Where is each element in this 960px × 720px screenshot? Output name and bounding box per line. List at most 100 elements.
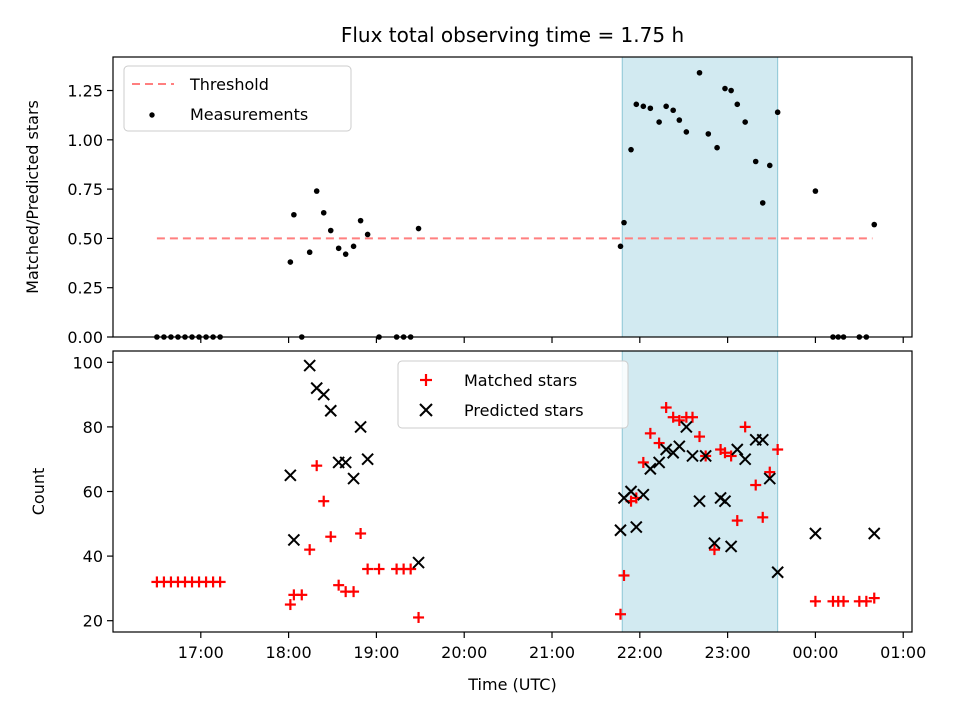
top-panel: 0.00 0.25 0.50 0.75 1.00 1.25 Matched/Predict…	[23, 56, 913, 347]
measurement-point	[647, 105, 654, 112]
matched-point	[686, 411, 698, 423]
matched-point	[673, 414, 685, 426]
bottom-y-tick-label: 20	[83, 612, 103, 631]
bottom-x-tick-label: 19:00	[353, 643, 399, 662]
top-y-tick-label: 0.25	[67, 279, 103, 298]
predicted-point	[412, 556, 425, 569]
measurements-legend-label: Measurements	[190, 105, 308, 124]
measurement-point	[656, 119, 662, 125]
predicted-legend-swatch	[419, 403, 433, 417]
predicted-point	[718, 494, 732, 508]
matched-point	[355, 527, 367, 539]
measurement-point	[722, 85, 728, 92]
measurement-point	[663, 103, 669, 110]
predicted-point	[637, 488, 650, 501]
bottom-legend-box	[397, 360, 629, 429]
matched-point	[719, 447, 731, 459]
matched-legend-swatch	[420, 374, 432, 386]
predicted-point	[673, 440, 686, 453]
predicted-point	[708, 536, 721, 550]
measurement-point	[335, 245, 342, 252]
measurement-point	[350, 243, 357, 250]
predicted-stars-series	[284, 359, 881, 579]
matched-legend-label: Matched stars	[464, 371, 577, 390]
matched-stars-series	[151, 402, 880, 623]
predicted-point	[284, 469, 297, 482]
top-legend: Threshold Measurements	[123, 65, 352, 132]
bottom-x-tick-label: 17:00	[178, 643, 224, 662]
predicted-point	[868, 527, 881, 540]
bottom-y-tick-label: 80	[83, 418, 103, 437]
predicted-point	[317, 388, 330, 401]
matched-point	[325, 531, 337, 543]
matched-point	[373, 563, 385, 575]
matched-point	[731, 515, 743, 527]
measurement-point	[621, 219, 627, 226]
matched-point	[660, 402, 672, 414]
measurement-point	[812, 188, 819, 194]
measurements-legend-swatch	[149, 112, 155, 118]
x-axis-label: Time (UTC)	[467, 675, 556, 694]
matched-point	[214, 576, 226, 588]
top-x-ticks	[200, 337, 904, 343]
measurement-point	[327, 227, 334, 234]
matched-point	[764, 466, 776, 478]
measurement-point	[628, 146, 634, 153]
top-y-tick-label: 0.00	[67, 328, 103, 347]
threshold-legend-label: Threshold	[189, 75, 269, 94]
measurement-point	[676, 117, 683, 123]
measurement-point	[683, 129, 690, 135]
matched-point	[348, 586, 360, 598]
measurement-point	[287, 259, 294, 265]
predicted-point	[738, 452, 752, 466]
matched-point	[284, 599, 296, 611]
matched-point	[413, 611, 425, 623]
predicted-point	[644, 462, 657, 476]
top-shaded-region	[621, 56, 779, 338]
measurement-point	[415, 225, 422, 232]
matched-point	[757, 511, 769, 523]
predicted-point	[614, 524, 627, 537]
measurement-point	[640, 103, 647, 110]
measurement-point	[670, 107, 676, 114]
predicted-point	[624, 485, 638, 498]
measurement-point	[320, 209, 327, 216]
predicted-point	[693, 494, 706, 508]
top-y-ticks: 0.00 0.25 0.50 0.75 1.00 1.25	[67, 82, 113, 347]
matched-point	[644, 427, 656, 439]
bottom-x-tick-label: 00:00	[792, 643, 838, 662]
matched-point	[311, 460, 323, 472]
measurement-point	[742, 119, 748, 125]
measurement-point	[364, 231, 371, 238]
top-y-tick-label: 0.75	[67, 180, 103, 199]
predicted-point	[771, 566, 784, 579]
matched-point	[667, 411, 679, 423]
measurement-point	[696, 69, 703, 76]
measurement-point	[759, 200, 766, 206]
bottom-legend: Matched stars Predicted stars	[397, 360, 629, 429]
matched-point	[362, 563, 374, 575]
bottom-x-tick-label: 01:00	[880, 643, 926, 662]
top-legend-box	[123, 65, 352, 132]
bottom-y-tick-label: 60	[83, 483, 103, 502]
bottom-y-tick-label: 100	[72, 353, 103, 372]
predicted-point	[809, 527, 822, 540]
bottom-x-tick-label: 22:00	[617, 643, 663, 662]
predicted-point	[347, 472, 360, 485]
measurement-point	[705, 131, 712, 137]
predicted-point	[686, 449, 699, 463]
predicted-point	[763, 472, 776, 485]
top-axes-frame	[112, 56, 913, 338]
matched-point	[739, 421, 751, 433]
predicted-point	[630, 520, 643, 534]
predicted-point	[287, 533, 301, 547]
predicted-point	[303, 359, 316, 372]
predicted-point	[354, 420, 367, 434]
matched-point	[405, 563, 417, 575]
measurement-point	[617, 243, 624, 250]
top-y-tick-label: 0.50	[67, 229, 103, 248]
matched-point	[694, 431, 706, 443]
matched-point	[708, 544, 720, 556]
bottom-x-tick-label: 20:00	[441, 643, 487, 662]
measurement-point	[774, 109, 781, 116]
